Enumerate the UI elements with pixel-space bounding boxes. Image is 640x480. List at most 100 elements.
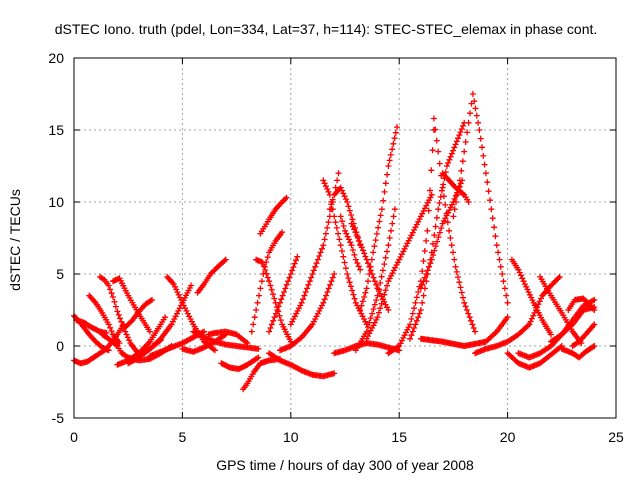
data-point (384, 171, 391, 178)
data-point (108, 328, 115, 335)
data-point (382, 180, 389, 187)
data-point (333, 224, 340, 231)
data-point (362, 253, 369, 260)
data-series (439, 170, 472, 205)
data-point (353, 232, 360, 239)
data-point (314, 256, 321, 263)
data-point (326, 206, 333, 213)
data-point (263, 270, 270, 277)
data-point (525, 289, 532, 296)
data-point (436, 160, 443, 167)
data-point (420, 278, 427, 285)
data-point (435, 234, 442, 241)
data-point (457, 284, 464, 291)
data-point (331, 370, 338, 377)
data-point (173, 286, 180, 293)
data-point (351, 251, 358, 258)
data-point (423, 271, 430, 277)
data-series (565, 295, 598, 313)
data-point (368, 256, 375, 263)
data-point (409, 229, 416, 236)
data-series (277, 271, 338, 354)
y-tick-label: 0 (56, 338, 64, 354)
data-point (412, 321, 419, 328)
data-point (381, 291, 388, 298)
data-point (348, 220, 355, 227)
data-point (373, 230, 380, 237)
data-point (407, 321, 413, 328)
data-point (450, 249, 456, 256)
data-point (501, 285, 508, 292)
data-point (271, 295, 278, 302)
data-point (345, 275, 352, 282)
data-point (460, 122, 466, 129)
data-point (415, 218, 422, 225)
data-point (591, 307, 598, 313)
y-tick-label: 15 (48, 122, 64, 138)
data-point (454, 191, 461, 198)
data-point (352, 229, 359, 236)
data-point (334, 177, 341, 184)
data-point (297, 366, 304, 373)
data-point (479, 144, 485, 151)
data-point (456, 177, 463, 184)
data-point (256, 292, 262, 299)
data-point (453, 199, 459, 205)
data-point (324, 224, 331, 231)
data-point (335, 170, 342, 177)
data-point (452, 263, 459, 270)
data-point (168, 321, 175, 328)
data-point (430, 115, 437, 122)
data-point (309, 321, 316, 328)
data-series (508, 256, 554, 338)
data-point (370, 249, 377, 256)
data-point (340, 223, 347, 229)
data-point (468, 317, 474, 324)
y-tick-label: 10 (48, 194, 64, 210)
data-point (374, 314, 381, 321)
data-point (447, 235, 454, 241)
data-point (264, 254, 271, 261)
data-point (320, 177, 327, 184)
data-point (377, 305, 384, 312)
data-point (147, 297, 154, 304)
data-point (442, 215, 449, 222)
data-point (475, 119, 482, 126)
data-point (321, 236, 328, 243)
x-tick-label: 5 (179, 429, 187, 445)
data-point (186, 313, 193, 320)
data-point (335, 230, 342, 237)
data-point (504, 299, 511, 306)
data-point (378, 300, 385, 307)
data-point (178, 297, 185, 304)
data-point (426, 263, 432, 270)
data-point (590, 297, 596, 304)
data-point (283, 281, 290, 288)
data-series (266, 350, 338, 380)
data-point (527, 318, 534, 325)
data-point (428, 191, 435, 198)
data-point (345, 203, 352, 210)
data-point (467, 110, 473, 117)
data-point (420, 258, 427, 264)
data-point (446, 156, 453, 163)
data-series (548, 304, 598, 345)
data-series (417, 314, 511, 349)
data-point (342, 265, 349, 272)
data-point (400, 248, 407, 255)
data-point (149, 296, 155, 303)
data-point (331, 271, 338, 277)
data-point (536, 298, 543, 305)
data-point (437, 193, 444, 200)
data-point (257, 285, 264, 292)
data-point (466, 314, 473, 321)
data-series (337, 213, 364, 273)
data-point (291, 260, 298, 267)
data-point (413, 317, 420, 324)
data-point (447, 153, 454, 160)
data-point (462, 139, 469, 145)
data-point (376, 218, 383, 225)
data-point (298, 299, 305, 306)
data-point (434, 238, 441, 245)
data-point (433, 137, 440, 144)
